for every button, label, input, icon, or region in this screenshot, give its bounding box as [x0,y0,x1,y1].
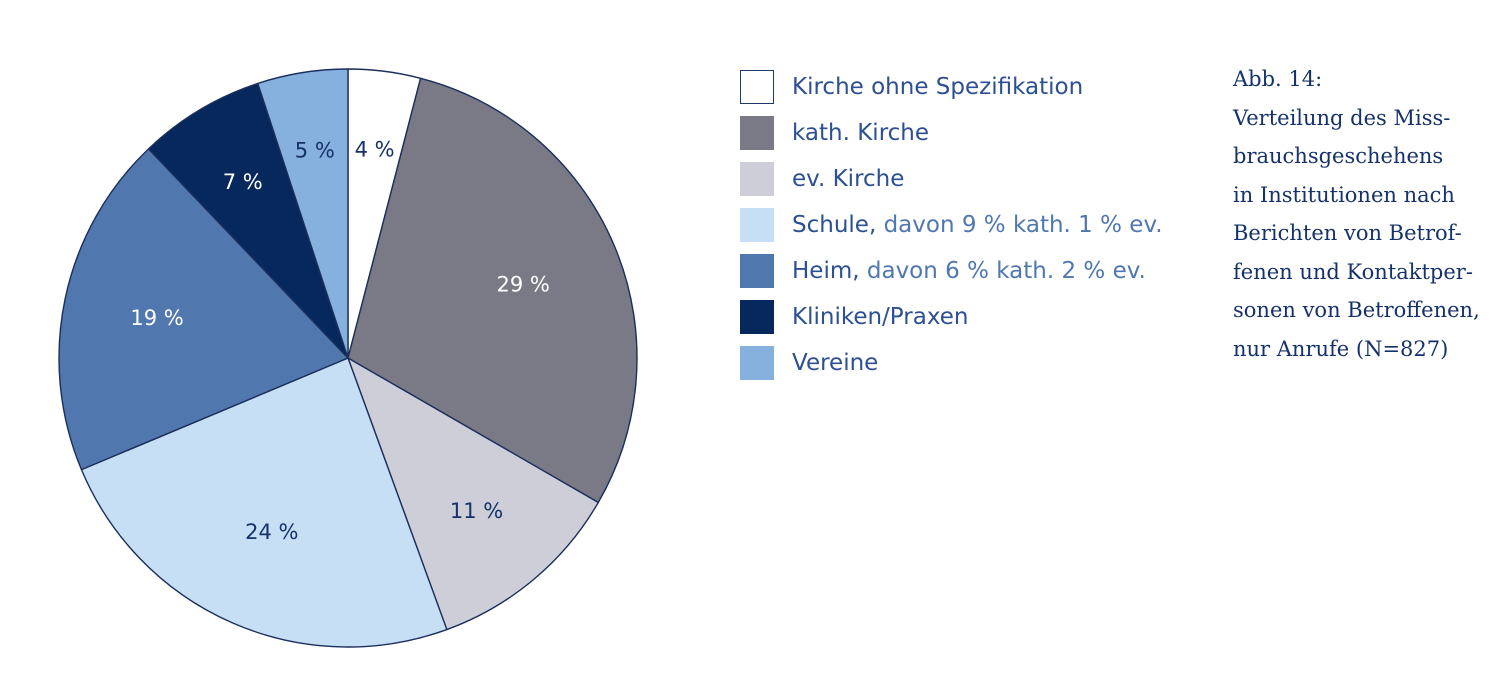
pie-label-kath-kirche: 29 % [497,273,550,297]
caption-line: sonen von Betroffenen, [1233,298,1480,322]
legend-detail: davon 6 % kath. 2 % ev. [859,258,1146,284]
pie-slice-heim [58,148,349,471]
legend-label: kath. Kirche [792,120,930,146]
legend-label: Schule, davon 9 % kath. 1 % ev. [792,212,1163,238]
legend-swatch [740,300,774,334]
caption-line: brauchsgeschehens [1233,144,1444,168]
legend-item-kliniken-praxen: Kliniken/Praxen [740,294,1163,340]
pie-slice-schule [80,357,448,648]
caption-line: fenen und Kontaktper- [1233,259,1473,284]
legend-item-vereine: Vereine [740,340,1163,386]
legend-label: ev. Kirche [792,166,905,192]
legend-item-heim: Heim, davon 6 % kath. 2 % ev. [740,248,1163,294]
pie-label-vereine: 5 % [295,139,335,163]
pie-chart: 4 % 29 % 11 % 24 % 19 % 7 % 5 % [58,68,638,648]
legend-label: Vereine [792,350,879,376]
legend-swatch [740,346,774,380]
pie-label-kliniken-praxen: 7 % [223,170,263,194]
legend-swatch [740,116,774,150]
legend-item-kath-kirche: kath. Kirche [740,110,1163,156]
caption-line: Verteilung des Miss- [1233,105,1451,130]
legend-detail: davon 9 % kath. 1 % ev. [876,212,1163,238]
pie-slice-vereine [257,68,349,359]
pie-label-schule: 24 % [245,520,298,544]
pie-label-kirche-ohne-spezifikation: 4 % [355,138,395,162]
pie-slice-kath-kirche [347,77,638,504]
caption-figure-number: Abb. 14: [1233,67,1323,91]
legend-label: Heim, davon 6 % kath. 2 % ev. [792,258,1146,284]
legend-label: Kliniken/Praxen [792,304,969,330]
pie-label-heim: 19 % [130,306,183,330]
caption-line: Berichten von Betrof- [1233,221,1462,245]
caption-line: in Institutionen nach [1233,182,1455,207]
pie-slice-kliniken-praxen [147,82,349,359]
pie-slice-ev-kirche [347,357,599,631]
legend-swatch [740,162,774,196]
pie-label-ev-kirche: 11 % [450,499,503,523]
legend-item-kirche-ohne-spezifikation: Kirche ohne Spezifikation [740,64,1163,110]
legend: Kirche ohne Spezifikation kath. Kirche ev.… [740,64,1163,386]
caption-line: nur Anrufe (N=827) [1233,336,1449,361]
legend-swatch [740,208,774,242]
legend-swatch [740,254,774,288]
legend-swatch [740,70,774,104]
legend-label: Kirche ohne Spezifikation [792,74,1084,100]
legend-item-schule: Schule, davon 9 % kath. 1 % ev. [740,202,1163,248]
legend-item-ev-kirche: ev. Kirche [740,156,1163,202]
figure-caption: Abb. 14: Verteilung des Miss-brauchsgesch… [1233,60,1495,368]
